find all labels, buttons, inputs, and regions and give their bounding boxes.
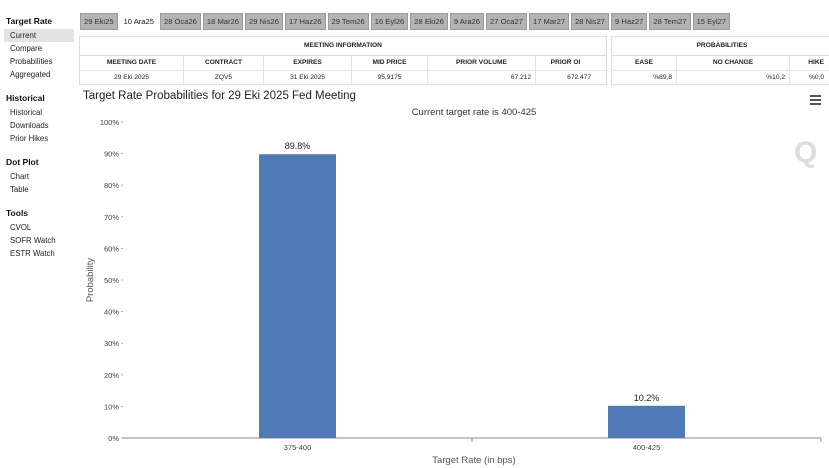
sidebar-section-title: Historical [6, 93, 45, 103]
meeting-information-header-row: MEETING DATE CONTRACT EXPIRES MID PRICE … [80, 56, 606, 71]
bar-data-label: 10.2% [634, 393, 660, 403]
tab-meeting-date[interactable]: 17 Mar27 [528, 13, 570, 30]
tab-meeting-date[interactable]: 27 Oca27 [486, 13, 527, 30]
tab-meeting-date[interactable]: 10 Ara25 [119, 13, 158, 30]
sidebar-item-current[interactable]: Current [4, 29, 74, 42]
contract-value: ZQV5 [184, 71, 264, 85]
probabilities-value-row: %89,8 %10,2 %0,0 [612, 71, 829, 85]
q-logo-icon: Q [794, 136, 817, 169]
sidebar-item-sofr-watch[interactable]: SOFR Watch [10, 235, 56, 245]
bar-400-425[interactable] [608, 405, 685, 438]
tab-meeting-date[interactable]: 29 Eki25 [80, 13, 118, 30]
sidebar-section-target-rate: Target Rate Current Compare Probabilitie… [0, 12, 74, 81]
sidebar-section-tools: Tools CVOL SOFR Watch ESTR Watch [0, 204, 74, 260]
column-header: PRIOR VOLUME [428, 56, 536, 70]
meeting-information-value-row: 29 Eki 2025 ZQV5 31 Eki 2025 95,9175 67.… [80, 71, 606, 85]
y-tick-label: 90% [104, 150, 119, 159]
meeting-information-panel: MEETING INFORMATION MEETING DATE CONTRAC… [79, 36, 607, 85]
sidebar-item-prior-hikes[interactable]: Prior Hikes [10, 133, 49, 143]
prior-volume-value: 67.212 [428, 71, 536, 85]
y-tick-label: 0% [108, 434, 119, 443]
bar-375-400[interactable] [259, 154, 336, 438]
sidebar-item-cvol[interactable]: CVOL [10, 222, 32, 232]
y-tick-label: 70% [104, 213, 119, 222]
column-header: MEETING DATE [80, 56, 184, 70]
column-header: HIKE [808, 59, 824, 66]
column-header: NO CHANGE [677, 56, 790, 70]
sidebar-item-table[interactable]: Table [10, 184, 29, 194]
sidebar-item-estr-watch[interactable]: ESTR Watch [10, 248, 55, 258]
tab-meeting-date[interactable]: 17 Haz26 [284, 13, 326, 30]
column-header: EASE [612, 56, 677, 70]
hamburger-menu-icon[interactable] [810, 95, 821, 105]
tab-meeting-date[interactable]: 28 Eki26 [410, 13, 448, 30]
tab-meeting-date[interactable]: 28 Nis27 [571, 13, 610, 30]
sidebar-item-compare[interactable]: Compare [10, 43, 43, 53]
target-rate-probability-chart: Current target rate is 400-425 Q 0% 10% 20… [85, 107, 822, 466]
prior-oi-value: 672.477 [567, 74, 591, 81]
tab-meeting-date[interactable]: 28 Tem27 [649, 13, 691, 30]
x-axis-label: Target Rate (in bps) [432, 455, 515, 466]
bar-data-label: 89.8% [285, 141, 311, 151]
y-tick-label: 100% [100, 118, 120, 127]
y-tick-label: 10% [104, 402, 119, 411]
svg-text:Q: Q [794, 136, 817, 169]
x-tick-label: 375-400 [284, 443, 312, 452]
sidebar-section-title: Target Rate [6, 16, 53, 26]
probabilities-header-row: EASE NO CHANGE HIKE [612, 56, 829, 71]
sidebar-section-dot-plot: Dot Plot Chart Table [0, 153, 74, 196]
mid-price-value: 95,9175 [352, 71, 428, 85]
sidebar-item-historical[interactable]: Historical [10, 107, 43, 117]
tab-meeting-date[interactable]: 16 Eyl26 [370, 13, 409, 30]
sidebar-section-title: Tools [6, 208, 29, 218]
y-tick-label: 30% [104, 339, 119, 348]
tab-meeting-date[interactable]: 15 Eyl27 [692, 13, 731, 30]
sidebar-item-aggregated[interactable]: Aggregated [10, 69, 51, 79]
tab-meeting-date[interactable]: 9 Ara26 [449, 13, 485, 30]
sidebar-item-probabilities[interactable]: Probabilities [10, 56, 53, 66]
no-change-value: %10,2 [677, 71, 790, 85]
y-tick-label: 60% [104, 244, 119, 253]
tab-meeting-date[interactable]: 9 Haz27 [611, 13, 648, 30]
y-axis-label: Probability [85, 258, 96, 303]
sidebar-section-title: Dot Plot [6, 157, 39, 167]
chart-subtitle: Current target rate is 400-425 [412, 107, 537, 118]
sidebar: Target Rate Current Compare Probabilitie… [0, 12, 74, 268]
column-header: CONTRACT [184, 56, 264, 70]
y-tick-label: 20% [104, 371, 119, 380]
column-header: PRIOR OI [550, 59, 581, 66]
chart-title: Target Rate Probabilities for 29 Eki 202… [83, 90, 356, 102]
meeting-date-tabs: 29 Eki25 10 Ara25 28 Oca26 18 Mar26 29 Nis26… [80, 13, 731, 30]
bars: 89.8% 375-400 10.2% 400-425 [259, 141, 822, 452]
ease-value: %89,8 [612, 71, 677, 85]
tab-meeting-date[interactable]: 28 Oca26 [159, 13, 201, 30]
hike-value: %0,0 [808, 74, 824, 81]
tab-meeting-date[interactable]: 18 Mar26 [202, 13, 243, 30]
tab-meeting-date[interactable]: 29 Nis26 [245, 13, 283, 30]
meeting-information-title: MEETING INFORMATION [80, 37, 606, 56]
sidebar-item-downloads[interactable]: Downloads [10, 120, 49, 130]
x-tick-label: 400-425 [633, 443, 661, 452]
expires-value: 31 Eki 2025 [264, 71, 352, 85]
column-header: MID PRICE [352, 56, 428, 70]
y-tick-label: 50% [104, 276, 119, 285]
tab-meeting-date[interactable]: 29 Tem26 [327, 13, 369, 30]
y-tick-label: 80% [104, 181, 119, 190]
y-axis: 0% 10% 20% 30% 40% 50% 60% 70% 80% 90% 100% [100, 118, 123, 443]
probabilities-panel: PROBABILITIES EASE NO CHANGE HIKE %89,8 … [611, 36, 829, 85]
probabilities-title: PROBABILITIES [612, 37, 829, 56]
y-tick-label: 40% [104, 308, 119, 317]
sidebar-item-chart[interactable]: Chart [10, 171, 30, 181]
column-header: EXPIRES [264, 56, 352, 70]
meeting-date-value: 29 Eki 2025 [80, 71, 184, 85]
sidebar-section-historical: Historical Historical Downloads Prior Hi… [0, 89, 74, 145]
